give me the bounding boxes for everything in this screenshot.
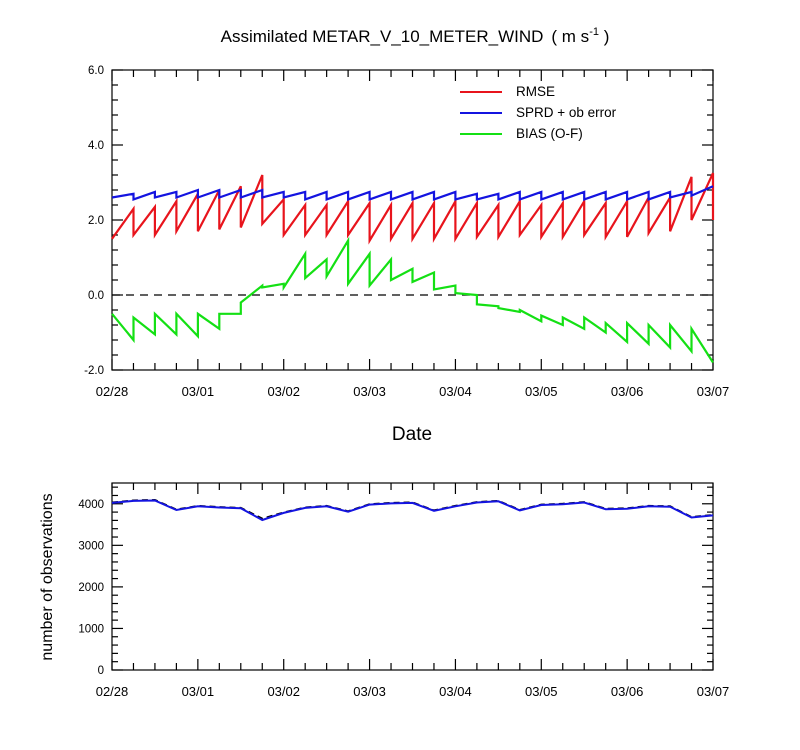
- x-tick-label: 03/04: [439, 384, 472, 399]
- series-line-rmse: [111, 172, 715, 245]
- x-tick-label: 03/07: [697, 684, 730, 699]
- y-tick-label: 1000: [78, 623, 104, 635]
- bottom-chart: 0 1000 2000 3000 4000 02/28 03/01 03/02 03/03 03/…: [78, 482, 730, 699]
- x-tick-label: 03/03: [353, 384, 386, 399]
- x-tick-label: 03/01: [182, 684, 215, 699]
- legend-label: RMSE: [516, 84, 555, 99]
- x-tick-label: 03/05: [525, 384, 558, 399]
- y-tick-label: 4000: [78, 499, 104, 511]
- x-tick-label: 03/06: [611, 684, 644, 699]
- y-tick-label: -2.0: [84, 365, 104, 377]
- x-tick-label: 03/05: [525, 684, 558, 699]
- y-tick-label: 0.0: [88, 290, 104, 302]
- x-tick-label: 03/07: [697, 384, 730, 399]
- x-tick-label: 03/04: [439, 684, 472, 699]
- series-line-bias-o-f-: [111, 236, 714, 364]
- x-tick-label: 02/28: [96, 384, 129, 399]
- x-tick-label: 03/01: [182, 384, 215, 399]
- y-tick-label: 0: [98, 665, 104, 677]
- legend-label: SPRD + ob error: [516, 105, 617, 120]
- series-line-sprd-ob-error: [111, 185, 714, 201]
- x-tick-label: 03/02: [267, 684, 300, 699]
- y-tick-label: 4.0: [88, 140, 104, 152]
- plot-frame: [111, 482, 714, 671]
- x-tick-label: 03/06: [611, 384, 644, 399]
- x-tick-label: 02/28: [96, 684, 129, 699]
- legend-label: BIAS (O-F): [516, 126, 583, 141]
- y-axis-label: number of observations: [39, 493, 56, 660]
- y-tick-label: 6.0: [88, 65, 104, 77]
- y-tick-label: 2.0: [88, 215, 104, 227]
- x-tick-label: 03/03: [353, 684, 386, 699]
- top-chart: -2.0 0.0 2.0 4.0 6.0 02/28 03/01 03/02 03/03 03/0…: [84, 65, 729, 399]
- y-tick-label: 2000: [78, 582, 104, 594]
- x-tick-label: 03/02: [267, 384, 300, 399]
- series-line-observations-used: [111, 499, 714, 522]
- chart-title: Assimilated METAR_V_10_METER_WIND( m s-1…: [221, 26, 610, 46]
- x-axis-label: Date: [392, 424, 432, 445]
- y-tick-label: 3000: [78, 540, 104, 552]
